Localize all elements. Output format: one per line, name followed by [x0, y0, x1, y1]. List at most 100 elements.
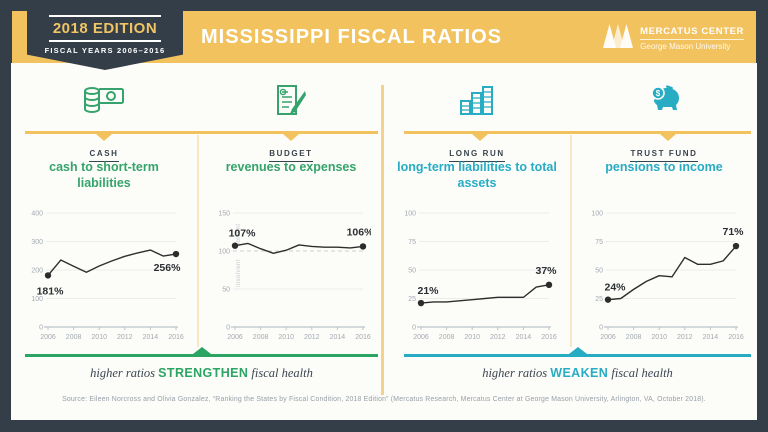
panel-cash: CASH cash to short-term liabilities 0 100…	[11, 63, 197, 420]
svg-text:256%: 256%	[154, 262, 182, 274]
chart-cash: 0 100 200 300 400 2006 2008 2010 2012 2014 2016 181…	[24, 201, 184, 349]
svg-text:2014: 2014	[516, 334, 532, 341]
svg-text:50: 50	[408, 268, 416, 275]
panel-divider	[570, 135, 572, 347]
footer-note-weaken: higher ratios WEAKEN fiscal health	[482, 366, 673, 380]
svg-text:2012: 2012	[304, 334, 320, 341]
svg-text:2006: 2006	[600, 334, 616, 341]
svg-text:2006: 2006	[40, 334, 56, 341]
svg-text:2010: 2010	[651, 334, 667, 341]
svg-text:37%: 37%	[535, 265, 557, 277]
footer-rule-weaken	[404, 354, 751, 357]
edition-badge: 2018 EDITION FISCAL YEARS 2006–2016	[27, 0, 183, 70]
footer-note-strengthen: higher ratios STRENGTHEN fiscal health	[90, 366, 313, 380]
svg-text:2014: 2014	[330, 334, 346, 341]
badge-divider-top	[49, 15, 161, 17]
svg-text:75: 75	[408, 239, 416, 246]
svg-text:71%: 71%	[722, 226, 744, 238]
svg-text:75: 75	[595, 239, 603, 246]
svg-text:181%: 181%	[37, 285, 65, 297]
svg-text:2016: 2016	[728, 334, 744, 341]
svg-text:2006: 2006	[413, 334, 429, 341]
category-label-budget: BUDGET	[198, 143, 384, 162]
gold-triangle	[96, 134, 112, 141]
svg-text:2008: 2008	[253, 334, 269, 341]
gold-rule-left	[25, 131, 378, 134]
svg-text:2016: 2016	[355, 334, 371, 341]
category-label-trust-fund: TRUST FUND	[571, 143, 757, 162]
panel-subtitle: long-term liabilities to total assets	[397, 160, 557, 190]
svg-text:50: 50	[222, 287, 230, 294]
gold-triangle	[283, 134, 299, 141]
svg-text:2012: 2012	[677, 334, 693, 341]
edition-badge-subtitle: FISCAL YEARS 2006–2016	[44, 46, 166, 55]
svg-text:50: 50	[595, 268, 603, 275]
category-label-cash: CASH	[11, 143, 197, 162]
svg-text:2010: 2010	[91, 334, 107, 341]
svg-text:100: 100	[31, 296, 43, 303]
svg-text:100: 100	[404, 211, 416, 218]
svg-text:300: 300	[31, 239, 43, 246]
svg-text:0: 0	[599, 325, 603, 332]
svg-text:200: 200	[31, 268, 43, 275]
svg-text:400: 400	[31, 211, 43, 218]
footer-rule-strengthen	[25, 354, 378, 357]
panel-budget: BUDGET revenues to expenses 0 50 100 150 sol…	[198, 63, 384, 420]
svg-text:solvent: solvent	[236, 223, 242, 246]
panel-trust-fund: $ TRUST FUND pensions to income 0 25 50 75 1…	[571, 63, 757, 420]
svg-text:2006: 2006	[227, 334, 243, 341]
svg-text:2008: 2008	[66, 334, 82, 341]
long-run-stacks-icon	[384, 80, 570, 120]
svg-text:21%: 21%	[417, 285, 439, 297]
panel-divider	[197, 135, 199, 347]
svg-text:$: $	[656, 89, 661, 98]
budget-document-icon	[198, 80, 384, 120]
chart-long-run: 0 25 50 75 100 2006 2008 2010 2012 2014 2016 21% 37%	[397, 201, 557, 349]
edition-badge-title: 2018 EDITION	[52, 20, 158, 37]
logo-name: MERCATUS CENTER	[640, 26, 744, 40]
svg-text:2014: 2014	[703, 334, 719, 341]
svg-text:2008: 2008	[439, 334, 455, 341]
category-label-long-run: LONG RUN	[384, 143, 570, 162]
center-divider	[381, 85, 384, 395]
piggy-bank-icon: $	[571, 80, 757, 120]
panel-subtitle: pensions to income	[605, 160, 723, 174]
panel-long-run: LONG RUN long-term liabilities to total …	[384, 63, 570, 420]
svg-text:2008: 2008	[626, 334, 642, 341]
gold-rule-right	[404, 131, 751, 134]
panel-subtitle: cash to short-term liabilities	[49, 160, 159, 190]
logo-org: George Mason University	[640, 42, 731, 51]
gold-triangle	[660, 134, 676, 141]
badge-divider-bottom	[49, 40, 161, 42]
svg-text:2010: 2010	[464, 334, 480, 341]
svg-text:25: 25	[408, 296, 416, 303]
mercatus-logo-icon	[603, 24, 634, 53]
svg-text:24%: 24%	[604, 282, 626, 294]
svg-text:insolvent: insolvent	[236, 259, 242, 287]
chart-trust-fund: 0 25 50 75 100 2006 2008 2010 2012 2014 2016 24% 71%	[584, 201, 744, 349]
content-sheet: CASH cash to short-term liabilities 0 100…	[11, 63, 757, 420]
svg-text:2016: 2016	[541, 334, 557, 341]
svg-text:0: 0	[412, 325, 416, 332]
source-citation: Source: Eileen Norcross and Olivia Gonza…	[62, 396, 706, 403]
footer-triangle-up	[193, 347, 211, 354]
panel-subtitle: revenues to expenses	[225, 160, 357, 174]
footer-triangle-up	[569, 347, 587, 354]
svg-text:106%: 106%	[347, 226, 371, 238]
svg-text:2016: 2016	[168, 334, 184, 341]
mercatus-logo: MERCATUS CENTER George Mason University	[603, 24, 744, 53]
svg-text:0: 0	[226, 325, 230, 332]
svg-text:2012: 2012	[490, 334, 506, 341]
svg-text:100: 100	[591, 211, 603, 218]
svg-text:2014: 2014	[143, 334, 159, 341]
chart-budget: 0 50 100 150 solvent insolvent 2006 2008 2010 201…	[211, 201, 374, 349]
svg-text:25: 25	[595, 296, 603, 303]
svg-text:2012: 2012	[117, 334, 133, 341]
svg-text:150: 150	[218, 211, 230, 218]
svg-text:0: 0	[39, 325, 43, 332]
svg-text:107%: 107%	[229, 228, 257, 240]
cash-coins-icon	[11, 80, 197, 120]
svg-text:2010: 2010	[278, 334, 294, 341]
gold-triangle	[472, 134, 488, 141]
